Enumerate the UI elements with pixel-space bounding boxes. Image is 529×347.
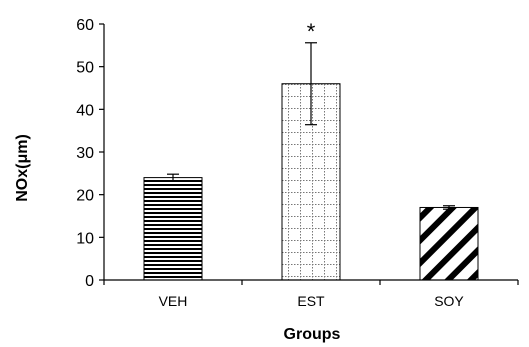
error-bars-group <box>167 42 455 210</box>
x-axis-title: Groups <box>284 326 341 343</box>
y-axis-title: NOx(μm) <box>14 134 31 202</box>
x-tick-label-soy: SOY <box>434 293 464 309</box>
x-tick-label-veh: VEH <box>159 293 188 309</box>
y-tick-label: 20 <box>76 188 94 205</box>
significance-marker-est: * <box>307 19 316 44</box>
bar-veh <box>143 177 203 281</box>
x-tick-label-est: EST <box>297 293 325 309</box>
y-tick-label: 50 <box>76 60 94 77</box>
bar-soy <box>419 206 479 281</box>
y-tick-label: 40 <box>76 102 94 119</box>
axes-group: VEH EST * SOY 0 10 20 30 40 50 60 <box>76 17 519 309</box>
y-tick-label: 30 <box>76 145 94 162</box>
y-tick-label: 0 <box>85 273 94 290</box>
y-tick-label: 60 <box>76 17 94 34</box>
y-tick-label: 10 <box>76 230 94 247</box>
